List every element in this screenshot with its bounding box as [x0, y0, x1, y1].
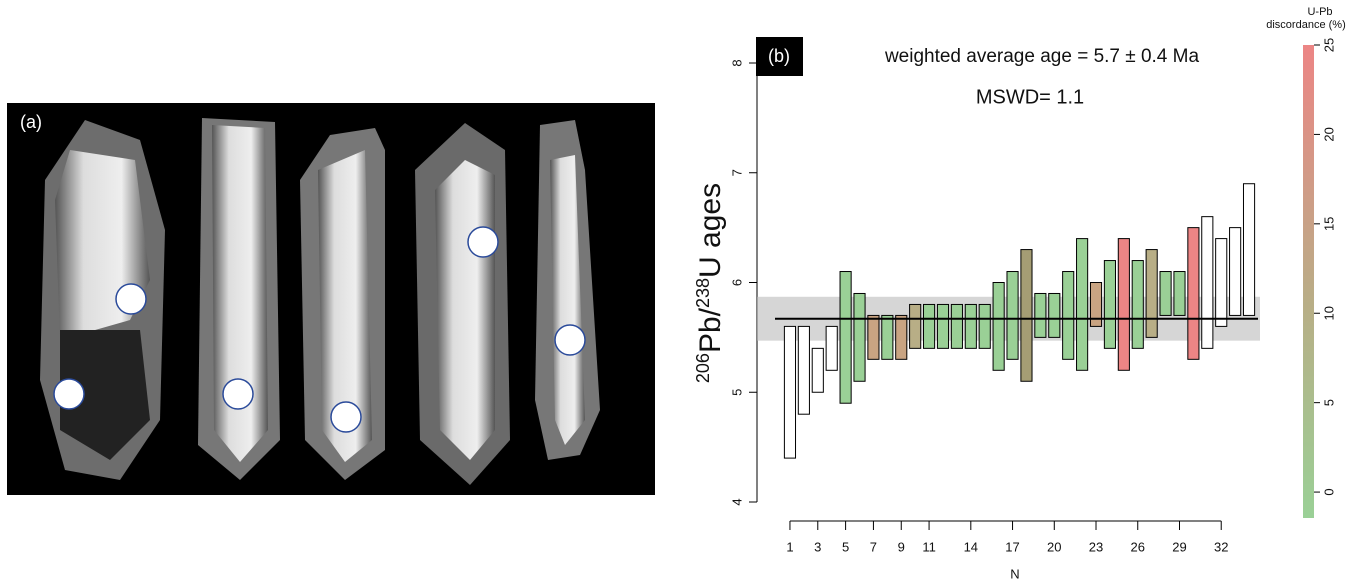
y-label-part: 206: [693, 353, 713, 383]
age-bar: [1104, 261, 1115, 349]
age-bar: [1230, 228, 1241, 316]
age-bar: [965, 304, 976, 348]
x-tick-label: 23: [1089, 539, 1103, 554]
age-bar: [854, 293, 865, 381]
x-tick-label: 17: [1005, 539, 1019, 554]
age-bar: [1132, 261, 1143, 349]
y2-tick-label: 10: [1321, 306, 1336, 320]
age-bar: [826, 326, 837, 370]
age-bar: [882, 315, 893, 359]
age-bar: [1243, 184, 1254, 316]
y2-tick-label: 20: [1321, 127, 1336, 141]
cl-image: [7, 103, 655, 495]
x-tick-label: 3: [814, 539, 821, 554]
colorbar-label: discordance (%): [1266, 19, 1345, 31]
x-tick-label: 29: [1172, 539, 1186, 554]
x-tick-label: 32: [1214, 539, 1228, 554]
age-bar: [1021, 250, 1032, 382]
age-bar: [1090, 283, 1101, 327]
age-bar: [1077, 239, 1088, 371]
y-label-part: U ages: [694, 183, 727, 278]
age-bar: [1118, 239, 1129, 371]
age-bar: [993, 283, 1004, 371]
age-bar: [1188, 228, 1199, 360]
x-tick-label: 11: [922, 539, 936, 554]
age-bar: [951, 304, 962, 348]
age-bar: [1146, 250, 1157, 338]
age-bar: [1160, 272, 1171, 316]
y2-tick-label: 25: [1321, 38, 1336, 52]
age-bar: [979, 304, 990, 348]
y-tick-label: 5: [729, 389, 744, 396]
y2-tick-label: 0: [1321, 488, 1336, 495]
y-label-part: Pb/: [694, 307, 727, 353]
age-bar: [924, 304, 935, 348]
age-bar: [1202, 217, 1213, 349]
colorbar: [1303, 45, 1314, 518]
panel-label: (b): [768, 46, 790, 66]
age-bar: [784, 326, 795, 458]
chart-title: weighted average age = 5.7 ± 0.4 Ma: [884, 46, 1200, 67]
x-axis-label: N: [1010, 566, 1019, 581]
age-bar: [1063, 272, 1074, 360]
age-bar: [1007, 272, 1018, 360]
y2-tick-label: 5: [1321, 399, 1336, 406]
y-tick-label: 6: [729, 279, 744, 286]
y-tick-label: 4: [729, 498, 744, 505]
y-tick-label: 7: [729, 169, 744, 176]
x-tick-label: 1: [786, 539, 793, 554]
x-tick-label: 7: [870, 539, 877, 554]
age-bar: [868, 315, 879, 359]
age-bar: [1174, 272, 1185, 316]
y2-tick-label: 15: [1321, 217, 1336, 231]
colorbar-label: U-Pb: [1307, 6, 1332, 18]
age-bar: [840, 272, 851, 404]
x-tick-label: 14: [964, 539, 978, 554]
age-bar: [1049, 293, 1060, 337]
chart-subtitle: MSWD= 1.1: [976, 86, 1084, 108]
age-bar: [937, 304, 948, 348]
figure: (a) (b) weighted average age = 5.7 ± 0.4…: [0, 0, 1350, 581]
x-tick-label: 20: [1047, 539, 1061, 554]
age-bar: [798, 326, 809, 414]
age-bar: [910, 304, 921, 348]
x-tick-label: 9: [898, 539, 905, 554]
y-tick-label: 8: [729, 59, 744, 66]
age-bar: [1216, 239, 1227, 327]
y-label-part: 238: [693, 278, 713, 308]
age-bar: [1035, 293, 1046, 337]
x-tick-label: 26: [1131, 539, 1145, 554]
y-axis-label: 206Pb/238U ages: [693, 183, 727, 383]
age-bar: [896, 315, 907, 359]
panel-label: (a): [20, 112, 42, 132]
age-bar: [812, 348, 823, 392]
x-tick-label: 5: [842, 539, 849, 554]
